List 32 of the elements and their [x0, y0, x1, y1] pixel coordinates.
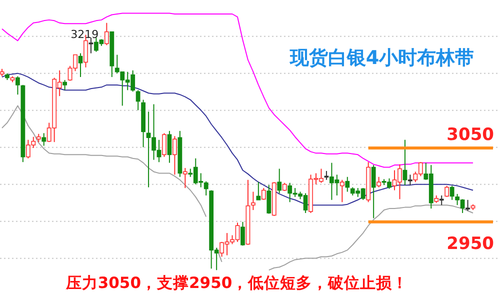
candlestick — [172, 136, 177, 176]
candlestick — [16, 76, 20, 96]
candlestick — [88, 37, 94, 54]
annotation: 2950 — [446, 234, 494, 254]
candlestick — [444, 185, 450, 198]
candlestick — [450, 185, 454, 200]
candlestick — [256, 182, 261, 200]
candlestick — [167, 130, 172, 164]
candlestick — [402, 139, 408, 186]
candlestick — [376, 176, 381, 188]
candlestick — [261, 188, 266, 200]
candlestick — [78, 52, 83, 78]
candlestick — [371, 164, 376, 219]
candlestick — [62, 80, 67, 91]
candlestick — [439, 194, 444, 206]
candlestick — [162, 132, 166, 158]
annotation: 3050 — [446, 124, 494, 145]
text: 压力3050，支撑2950，低位短多，破位止损！ — [64, 274, 408, 292]
candlestick — [251, 191, 256, 211]
candlestick — [266, 184, 272, 214]
candlestick — [408, 174, 412, 186]
annotation: 3219 — [70, 28, 99, 41]
candlestick — [182, 168, 188, 189]
candlestick — [136, 90, 140, 111]
text: 现货白银4小时布林带 — [288, 47, 474, 69]
candlestick — [42, 132, 46, 146]
candlestick — [277, 168, 282, 194]
candlestick — [240, 221, 245, 246]
candlestick — [466, 199, 470, 212]
candlestick — [104, 22, 109, 46]
candlestick — [345, 176, 350, 192]
candlestick — [340, 179, 344, 203]
